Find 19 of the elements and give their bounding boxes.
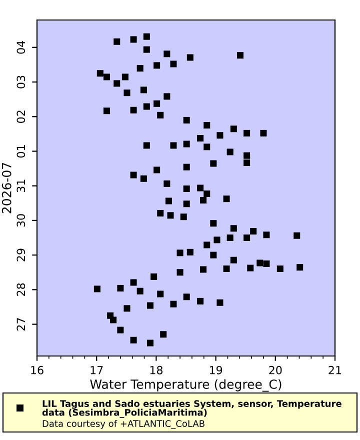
y-tick-label: 28: [16, 283, 26, 296]
y-tick-label: 01: [16, 145, 26, 158]
y-axis-title: 2026-07: [2, 162, 12, 214]
y-tick-label: 30: [16, 214, 26, 227]
x-tick-label: 19: [210, 366, 222, 374]
x-tick-label: 18: [150, 366, 163, 374]
y-tick-label: 29: [16, 248, 26, 262]
y-tick-label: 04: [16, 40, 26, 54]
x-tick-label: 21: [328, 366, 342, 374]
y-tick-label: 03: [16, 76, 26, 88]
x-tick-label: 17: [90, 366, 103, 374]
y-tick-label: 31: [16, 180, 26, 192]
y-tick-label: 27: [16, 318, 25, 331]
legend-label: LIL Tagus and Sado estuaries System, sensor, Temperature data (Sesimbra_PoliciaMaritima): [42, 400, 342, 418]
y-tick-label: 02: [16, 110, 26, 123]
x-tick-label: 16: [31, 366, 44, 374]
x-tick-label: 20: [269, 366, 282, 374]
text: Data courtesy of +ATLANTIC_CoLAB: [42, 420, 204, 429]
x-axis-title: Water Temperature (degree_C): [90, 379, 282, 392]
